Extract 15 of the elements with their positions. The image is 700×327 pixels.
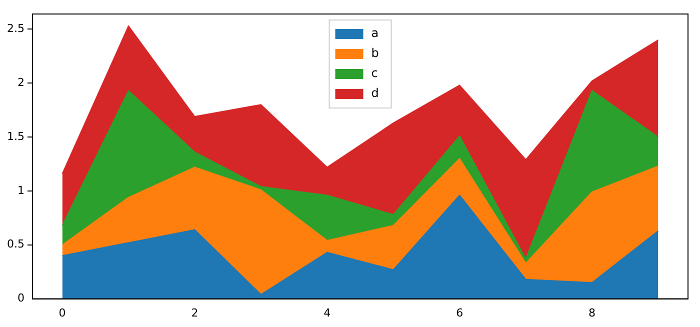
x-tick-label: 4 — [324, 306, 331, 320]
y-tick-label: 0.5 — [6, 238, 24, 251]
y-tick-label: 2.5 — [6, 22, 24, 35]
x-tick-label: 2 — [191, 306, 198, 320]
x-tick-label: 6 — [456, 306, 464, 320]
legend-label: b — [371, 46, 379, 60]
x-tick-label: 8 — [588, 306, 596, 320]
y-tick-label: 1 — [17, 184, 24, 197]
y-tick-label: 2 — [17, 76, 24, 89]
legend-label: c — [371, 66, 378, 80]
x-tick-label: 0 — [58, 306, 66, 320]
y-tick-label: 0 — [17, 292, 24, 305]
legend-label: a — [371, 26, 379, 40]
legend-label: d — [371, 86, 379, 100]
y-tick-label: 1.5 — [6, 130, 24, 143]
